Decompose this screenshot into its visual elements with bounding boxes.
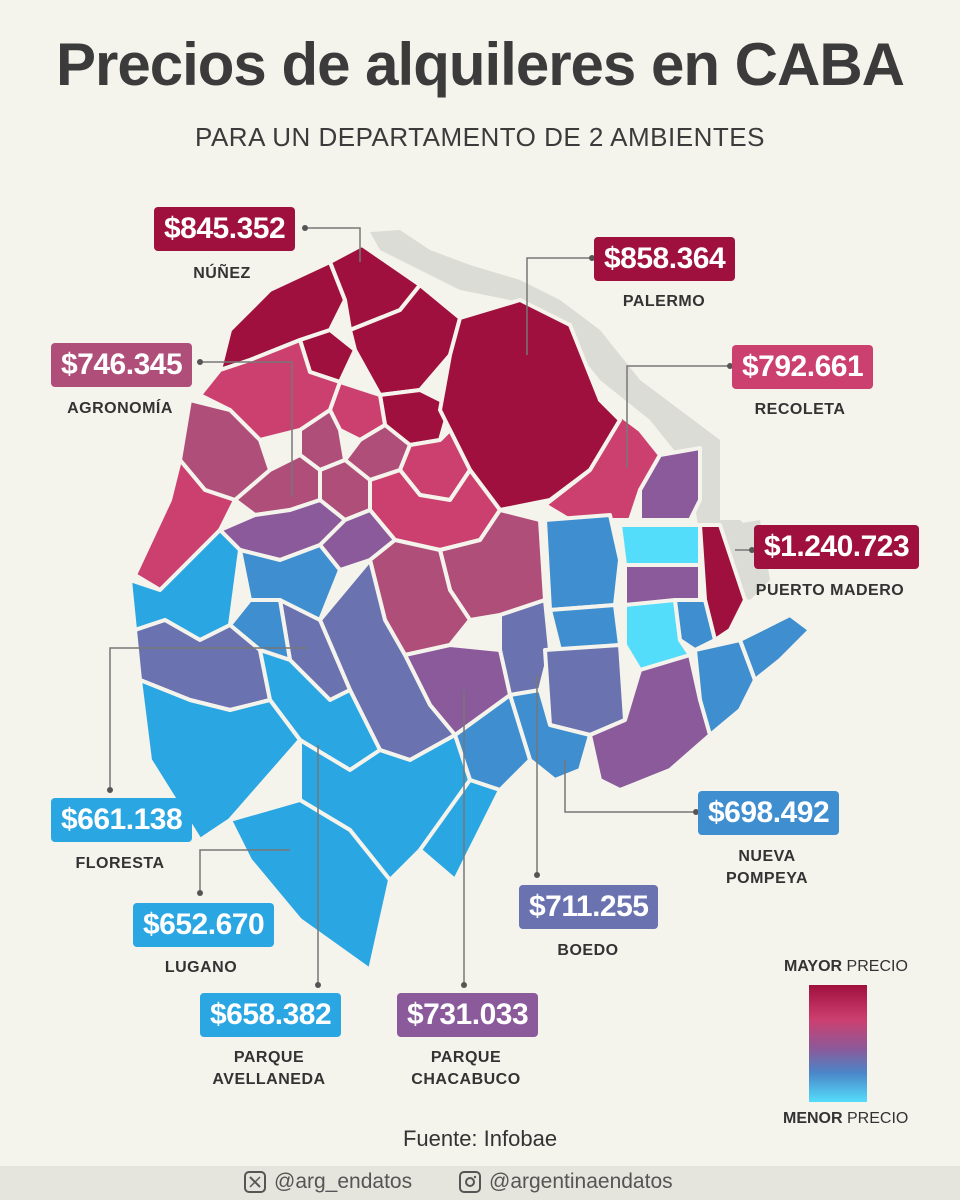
district-barracas	[588, 653, 712, 792]
legend-max-label: MAYOR PRECIO	[784, 958, 908, 976]
hood-nunez: NÚÑEZ	[193, 265, 251, 282]
twitter-handle-text: @arg_endatos	[274, 1170, 413, 1193]
legend-max-rest: PRECIO	[842, 958, 908, 975]
x-logo-icon	[244, 1171, 266, 1194]
source-credit: Fuente: Infobae	[402, 1126, 558, 1151]
district-san-cristobal	[548, 603, 622, 652]
legend-min-label: MENOR PRECIO	[783, 1110, 908, 1128]
district-constitucion	[673, 598, 717, 652]
leader-dots	[107, 225, 755, 988]
hood-parque-chacabuco-line1: PARQUE	[430, 1049, 502, 1066]
hood-boedo: BOEDO	[557, 942, 619, 959]
hood-parque-avellaneda-line1: PARQUE	[233, 1049, 305, 1066]
page-title: Precios de alquileres en CABA	[56, 31, 905, 98]
district-balvanera	[543, 513, 622, 612]
page-subtitle: PARA UN DEPARTAMENTO DE 2 AMBIENTES	[195, 122, 765, 152]
hood-nueva-pompeya: NUEVA POMPEYA	[698, 846, 836, 890]
legend-min-rest: PRECIO	[842, 1110, 909, 1127]
district-soldati-south	[418, 778, 502, 882]
instagram-icon	[459, 1171, 481, 1194]
price-puerto-madero: $1.240.723	[754, 525, 920, 569]
hood-parque-avellaneda: PARQUE AVELLANEDA	[200, 1047, 338, 1091]
price-recoleta: $792.661	[732, 345, 874, 389]
instagram-handle-text: @argentinaendatos	[489, 1170, 673, 1193]
district-san-nicolas	[618, 523, 702, 567]
hood-nueva-pompeya-line1: NUEVA	[738, 848, 796, 865]
leader-lines	[109, 227, 752, 985]
hood-recoleta: RECOLETA	[754, 401, 846, 418]
price-nueva-pompeya: $698.492	[698, 791, 840, 835]
footer-bar: @arg_endatos @argentinaendatos	[0, 1166, 960, 1200]
price-floresta: $661.138	[51, 798, 193, 842]
price-parque-chacabuco: $731.033	[397, 993, 539, 1037]
price-lugano: $652.670	[133, 903, 275, 947]
price-palermo: $858.364	[594, 237, 736, 281]
district-boedo	[543, 643, 627, 737]
hood-parque-chacabuco: PARQUE CHACABUCO	[397, 1047, 535, 1091]
price-boedo: $711.255	[519, 885, 659, 929]
hood-nueva-pompeya-line2: POMPEYA	[725, 870, 809, 887]
hood-parque-avellaneda-line2: AVELLANEDA	[212, 1071, 326, 1088]
legend-gradient-bar	[809, 985, 867, 1102]
districts	[128, 243, 812, 972]
district-retiro	[638, 446, 702, 522]
price-nunez: $845.352	[154, 207, 296, 251]
twitter-handle[interactable]: @arg_endatos	[244, 1170, 412, 1194]
district-villa-riachuelo	[228, 798, 392, 972]
hood-lugano: LUGANO	[164, 959, 238, 976]
hood-palermo: PALERMO	[622, 293, 706, 310]
price-parque-avellaneda: $658.382	[200, 993, 342, 1037]
legend-min-bold: MENOR	[783, 1110, 843, 1127]
price-agronomia: $746.345	[51, 343, 193, 387]
district-boca-port	[738, 613, 812, 682]
hood-parque-chacabuco-line2: CHACABUCO	[411, 1071, 521, 1088]
hood-puerto-madero: PUERTO MADERO	[755, 582, 905, 599]
hood-agronomia: AGRONOMÍA	[67, 400, 173, 417]
instagram-handle[interactable]: @argentinaendatos	[459, 1170, 673, 1194]
legend-max-bold: MAYOR	[784, 958, 843, 975]
hood-floresta: FLORESTA	[75, 855, 165, 872]
